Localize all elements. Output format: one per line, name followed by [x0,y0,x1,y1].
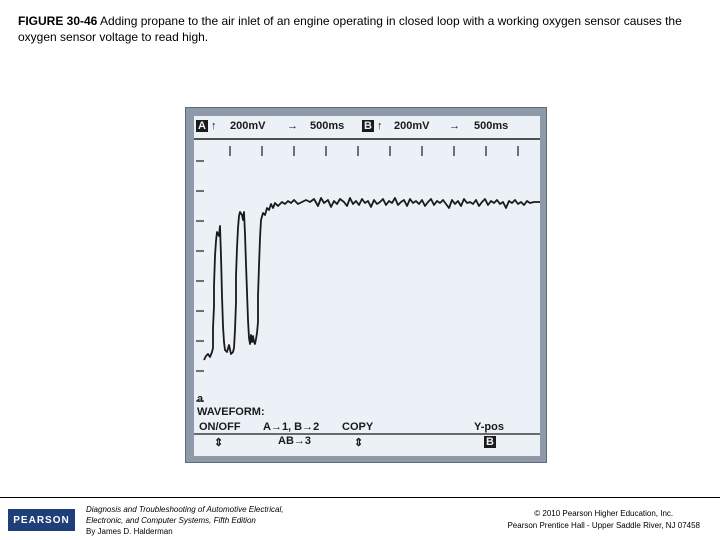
copy-button[interactable]: COPY [342,421,374,433]
scope-screen: A ↑ 200mV → 500ms B ↑ 200mV → 500ms [194,116,540,456]
figure-label: FIGURE 30-46 [18,14,98,28]
channel-b-time: 500ms [474,120,509,132]
copyright-notice: © 2010 Pearson Higher Education, Inc. Pe… [507,508,700,532]
channel-assign-button[interactable]: A→1, B→2 [263,421,320,433]
channel-a-time: 500ms [310,120,345,132]
copyright-line1: © 2010 Pearson Higher Education, Inc. [534,509,674,518]
channel-b-volts: 200mV [394,120,430,132]
toggle-arrows-icon: ⇕ [214,437,224,449]
channel-a-volts: 200mV [230,120,266,132]
waveform-label: WAVEFORM: [197,406,265,418]
book-author: By James D. Halderman [86,527,173,536]
top-tick-marks [229,146,519,156]
figure-caption: FIGURE 30-46 Adding propane to the air i… [18,13,708,45]
channel-marker: a [197,393,204,405]
channel-b-box: B [362,120,374,132]
arrow-up-icon: ↑ [211,120,217,132]
y-pos-channel-box: B [484,436,496,448]
channel-b-header: B ↑ [362,120,383,132]
y-pos-button[interactable]: Y-pos [474,421,504,433]
arrow-right-icon: → [449,120,460,132]
book-title-line2: Electronic, and Computer Systems, Fifth … [86,516,256,525]
arrow-right-icon: → [287,120,298,132]
book-title-line1: Diagnosis and Troubleshooting of Automot… [86,505,284,514]
channel-a-box: A [196,120,208,132]
left-tick-marks [196,160,204,402]
pearson-logo: PEARSON [8,509,75,531]
channel-assign-sub: AB→3 [278,435,312,447]
caption-text: Adding propane to the air inlet of an en… [18,14,682,44]
o2-sensor-trace [203,197,540,361]
on-off-button[interactable]: ON/OFF [199,421,241,433]
waveform-plot [194,138,540,435]
arrow-up-icon: ↑ [377,120,383,132]
toggle-arrows-icon: ⇕ [354,437,364,449]
channel-a-header: A ↑ [196,120,217,132]
oscilloscope-display: A ↑ 200mV → 500ms B ↑ 200mV → 500ms [185,107,547,463]
footer-divider [0,497,720,498]
book-citation: Diagnosis and Troubleshooting of Automot… [86,504,283,537]
copyright-line2: Pearson Prentice Hall - Upper Saddle Riv… [507,521,700,530]
